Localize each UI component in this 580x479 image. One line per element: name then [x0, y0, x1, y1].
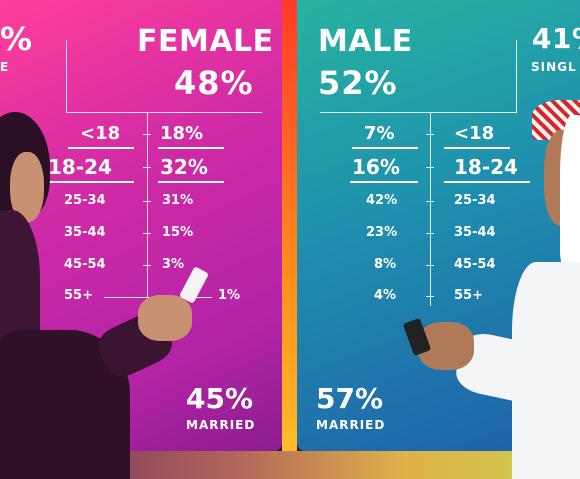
male-tick — [426, 233, 434, 234]
female-age-label: <18 — [80, 123, 121, 144]
female-age-axis — [147, 112, 148, 306]
female-married-label: MARRIED — [186, 418, 256, 432]
female-single-label-partial: E — [0, 60, 10, 74]
female-age-value: 31% — [162, 193, 194, 208]
male-tick — [426, 201, 434, 202]
male-tick — [426, 134, 434, 135]
male-underline — [444, 147, 510, 149]
male-single-label: SINGL — [531, 60, 577, 74]
female-underline — [158, 147, 224, 149]
female-married-pct: 45% — [186, 382, 254, 415]
male-underline — [352, 147, 418, 149]
male-age-value: 16% — [352, 155, 400, 179]
male-age-label: 45-54 — [454, 257, 496, 272]
female-age-value: 1% — [218, 288, 241, 303]
female-connector-horizontal — [66, 112, 262, 113]
woman-with-phone-icon — [0, 0, 210, 479]
female-connector-left — [66, 40, 67, 112]
male-underline — [350, 181, 418, 183]
male-single-pct: 41% — [532, 22, 580, 55]
female-age-value: 15% — [162, 225, 194, 240]
female-age-label: 55+ — [64, 288, 93, 303]
female-title: FEMALE — [137, 24, 274, 59]
male-title: MALE — [318, 24, 413, 59]
female-age-label: 35-44 — [64, 225, 106, 240]
male-married-label: MARRIED — [316, 418, 386, 432]
male-married-pct: 57% — [316, 382, 384, 415]
male-age-label: 18-24 — [454, 155, 518, 179]
female-single-pct-partial: % — [0, 20, 33, 58]
female-share: 48% — [174, 64, 254, 102]
female-tick — [143, 201, 151, 202]
divider-stripe — [282, 0, 297, 479]
male-underline — [444, 181, 530, 183]
female-age-label: 45-54 — [64, 257, 106, 272]
male-age-label: 55+ — [454, 288, 483, 303]
female-age-value: 18% — [160, 123, 204, 144]
female-age-label: 18-24 — [48, 155, 112, 179]
female-underline — [158, 181, 224, 183]
female-tick — [143, 167, 151, 168]
male-tick — [426, 167, 434, 168]
female-age-value: 3% — [162, 257, 185, 272]
male-age-label: <18 — [454, 123, 495, 144]
male-connector-horizontal — [320, 112, 517, 113]
female-underline — [42, 181, 134, 183]
male-tick — [426, 296, 434, 297]
female-tick — [143, 134, 151, 135]
male-tick — [426, 265, 434, 266]
male-age-value: 42% — [366, 193, 398, 208]
female-age-label: 25-34 — [64, 193, 106, 208]
male-age-value: 8% — [374, 257, 397, 272]
male-age-label: 25-34 — [454, 193, 496, 208]
male-connector-right — [516, 40, 517, 112]
male-age-label: 35-44 — [454, 225, 496, 240]
male-age-axis — [430, 112, 431, 306]
female-age-value: 32% — [160, 155, 208, 179]
female-underline — [68, 147, 134, 149]
male-share: 52% — [318, 64, 398, 102]
male-age-value: 23% — [366, 225, 398, 240]
male-age-value: 7% — [364, 123, 395, 144]
man-with-phone-icon — [400, 0, 580, 479]
female-tick — [143, 233, 151, 234]
male-age-value: 4% — [374, 288, 397, 303]
female-tick — [143, 265, 151, 266]
